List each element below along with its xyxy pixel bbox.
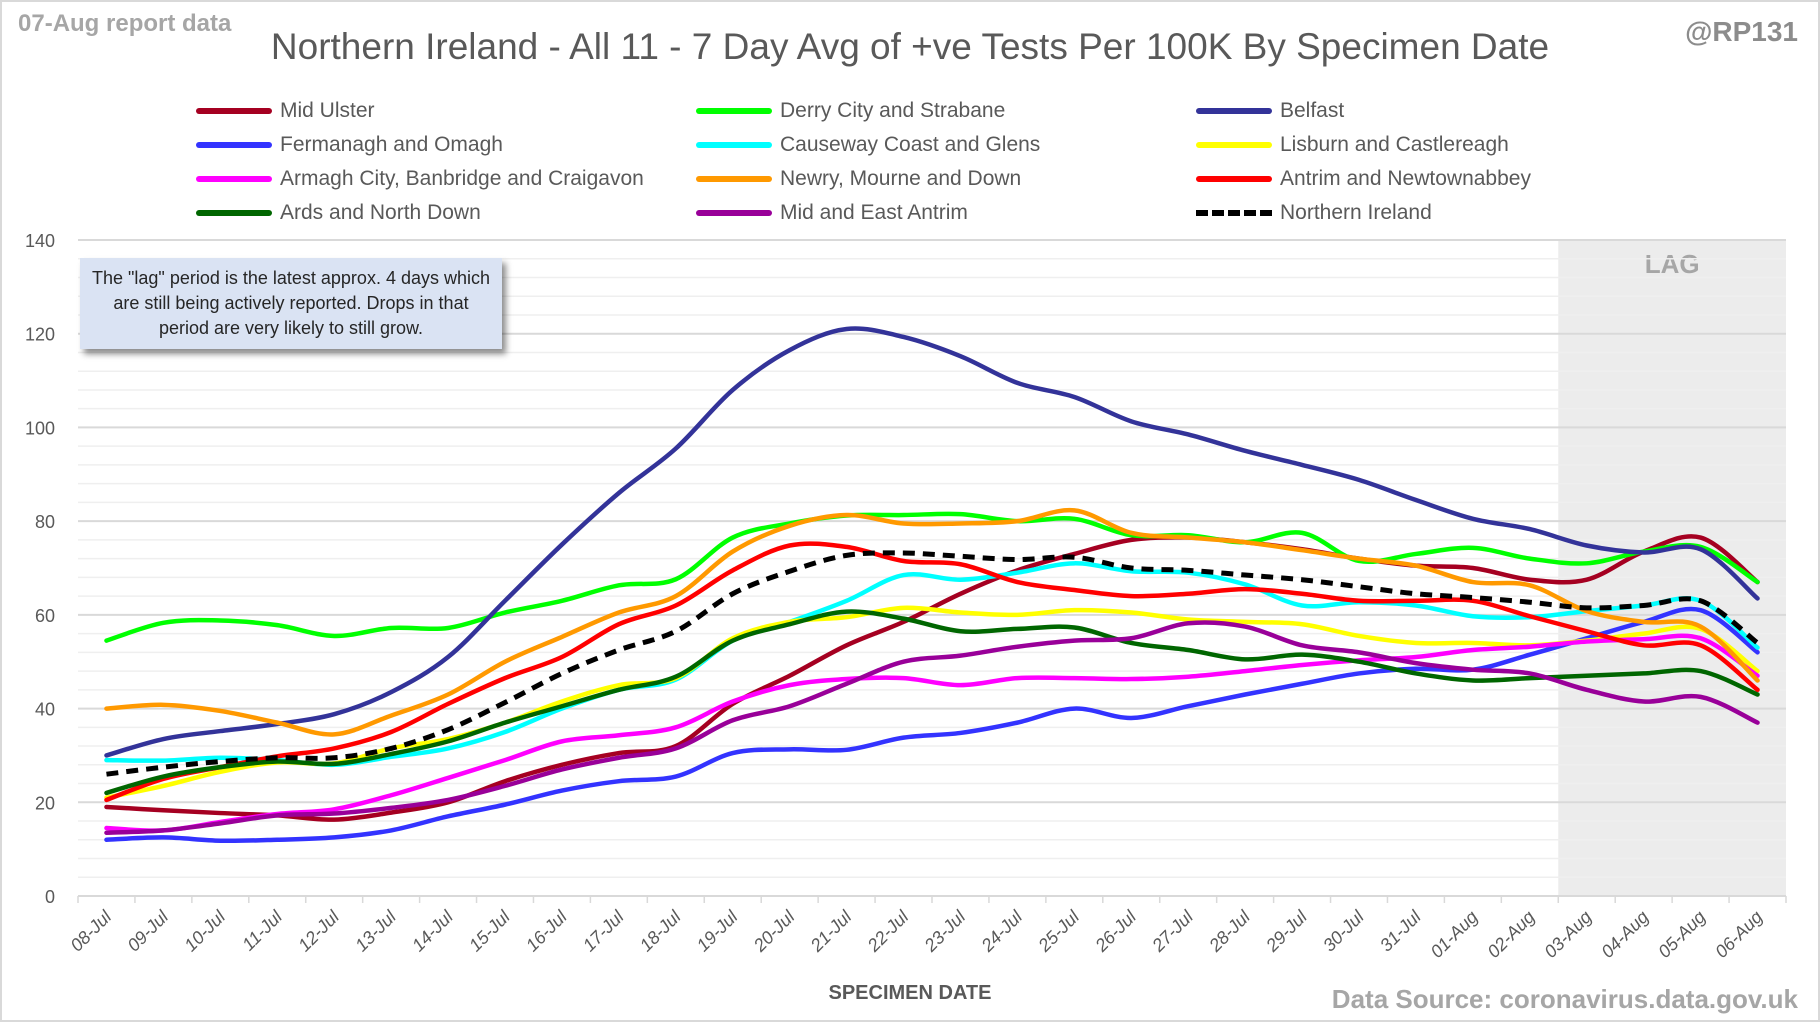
legend-swatch: [696, 176, 772, 182]
author-handle: @RP131: [1685, 16, 1798, 47]
y-tick-label: 80: [35, 512, 55, 532]
x-tick-label: 16-Jul: [522, 906, 572, 956]
x-tick-label: 27-Jul: [1148, 906, 1198, 956]
series-line-belfast: [104, 326, 1760, 758]
y-tick-label: 20: [35, 793, 55, 813]
legend-item: Northern Ireland: [1196, 198, 1432, 228]
legend-item: Belfast: [1196, 96, 1344, 126]
series-line-fermanagh-and-omagh: [104, 606, 1760, 844]
x-tick-label: 04-Aug: [1597, 907, 1652, 962]
x-tick-label: 22-Jul: [863, 906, 913, 956]
x-tick-label: 15-Jul: [465, 906, 515, 956]
legend-label: Armagh City, Banbridge and Craigavon: [280, 167, 644, 190]
series-line-mid-and-east-antrim: [104, 620, 1760, 835]
legend-item: Ards and North Down: [196, 198, 481, 228]
x-tick-label: 05-Aug: [1654, 907, 1709, 962]
legend-label: Belfast: [1280, 99, 1345, 122]
lag-note-callout: The "lag" period is the latest approx. 4…: [80, 258, 502, 349]
x-tick-label: 29-Jul: [1261, 906, 1311, 956]
series-line-armagh-city-banbridge-and-craigavon: [104, 633, 1760, 833]
legend-item: Lisburn and Castlereagh: [1196, 130, 1509, 160]
legend-swatch: [1196, 176, 1272, 182]
y-tick-label: 120: [25, 325, 55, 345]
y-tick-label: 60: [35, 606, 55, 626]
x-tick-label: 24-Jul: [977, 906, 1027, 956]
legend-item: Mid Ulster: [196, 96, 375, 126]
legend-item: Causeway Coast and Glens: [696, 130, 1040, 160]
series-line-ards-and-north-down: [104, 609, 1760, 796]
x-axis-title: SPECIMEN DATE: [828, 982, 992, 1004]
x-tick-label: 21-Jul: [806, 906, 856, 956]
legend-swatch: [1196, 142, 1272, 148]
legend-label: Fermanagh and Omagh: [280, 133, 503, 156]
legend-swatch: [1196, 210, 1272, 216]
series-line-northern-ireland: [106, 550, 1760, 777]
legend-label: Lisburn and Castlereagh: [1280, 133, 1509, 156]
legend-label: Causeway Coast and Glens: [780, 133, 1041, 156]
x-tick-label: 31-Jul: [1376, 906, 1426, 956]
series-line-antrim-and-newtownabbey: [104, 541, 1760, 803]
legend-swatch: [696, 210, 772, 216]
legend-swatch: [196, 108, 272, 114]
x-tick-label: 28-Jul: [1204, 906, 1254, 956]
legend-item: Newry, Mourne and Down: [696, 164, 1021, 194]
legend-label: Derry City and Strabane: [780, 99, 1006, 122]
x-tick-label: 20-Jul: [749, 906, 799, 956]
report-date-label: 07-Aug report data: [18, 10, 232, 37]
data-source-label: Data Source: coronavirus.data.gov.uk: [1331, 984, 1798, 1014]
legend-label: Newry, Mourne and Down: [780, 167, 1022, 190]
lag-label: LAG: [1645, 249, 1700, 279]
legend-label: Antrim and Newtownabbey: [1280, 167, 1531, 190]
series-line-newry-mourne-and-down: [104, 507, 1760, 737]
legend-swatch: [696, 108, 772, 114]
x-tick-label: 26-Jul: [1091, 906, 1141, 956]
x-tick-label: 12-Jul: [294, 906, 344, 956]
y-tick-label: 100: [25, 418, 55, 438]
legend-item: Armagh City, Banbridge and Craigavon: [196, 164, 644, 194]
legend-item: Fermanagh and Omagh: [196, 130, 503, 160]
legend-swatch: [696, 142, 772, 148]
x-tick-label: 13-Jul: [351, 906, 401, 956]
legend-label: Mid and East Antrim: [780, 201, 968, 224]
legend-label: Northern Ireland: [1280, 201, 1432, 224]
x-tick-label: 09-Jul: [123, 906, 173, 956]
x-tick-label: 23-Jul: [920, 906, 970, 956]
x-tick-label: 19-Jul: [693, 906, 743, 956]
x-tick-label: 25-Jul: [1034, 906, 1084, 956]
x-tick-label: 08-Jul: [66, 906, 116, 956]
x-tick-label: 01-Aug: [1427, 907, 1482, 962]
lag-region: [1558, 240, 1786, 896]
legend-item: Derry City and Strabane: [696, 96, 1005, 126]
x-tick-label: 10-Jul: [180, 906, 230, 956]
series-line-causeway-coast-and-glens: [104, 561, 1760, 768]
x-tick-label: 06-Aug: [1711, 907, 1766, 962]
series-line-derry-city-and-strabane: [104, 511, 1760, 643]
y-tick-label: 0: [45, 887, 55, 907]
x-tick-label: 30-Jul: [1319, 906, 1369, 956]
x-tick-label: 03-Aug: [1540, 907, 1595, 962]
x-tick-label: 17-Jul: [579, 906, 629, 956]
legend-swatch: [1196, 108, 1272, 114]
chart-title: Northern Ireland - All 11 - 7 Day Avg of…: [270, 26, 1550, 67]
x-tick-label: 02-Aug: [1483, 907, 1538, 962]
legend-label: Ards and North Down: [280, 201, 481, 224]
legend-item: Mid and East Antrim: [696, 198, 968, 228]
legend-label: Mid Ulster: [280, 99, 375, 122]
legend-swatch: [196, 176, 272, 182]
y-tick-label: 140: [25, 231, 55, 251]
y-tick-label: 40: [35, 700, 55, 720]
legend-swatch: [196, 142, 272, 148]
legend-item: Antrim and Newtownabbey: [1196, 164, 1531, 194]
legend-swatch: [196, 210, 272, 216]
x-tick-label: 11-Jul: [238, 906, 287, 955]
x-tick-label: 18-Jul: [636, 906, 686, 956]
x-tick-label: 14-Jul: [408, 906, 458, 956]
